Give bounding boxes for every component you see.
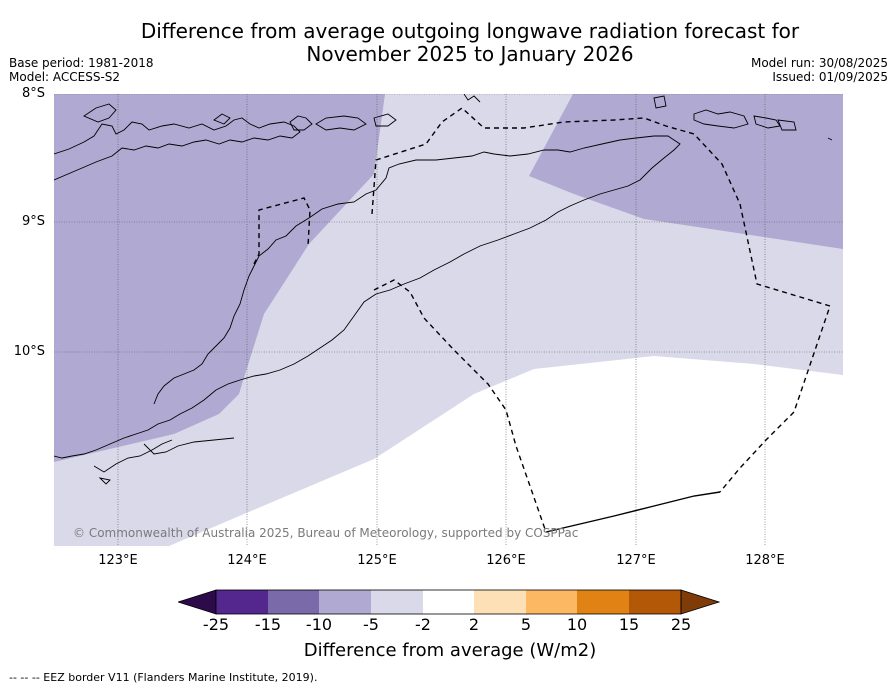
colorbar-segment-8 [577,590,629,614]
meta-right: Model run: 30/08/2025 Issued: 01/09/2025 [751,56,888,84]
lon-label-127e: 127°E [616,553,656,568]
colorbar-label: Difference from average (W/m2) [303,640,597,661]
colorbar-outline [215,589,682,615]
lat-label-9s: 9°S [21,214,45,229]
colorbar-segment-9 [629,590,681,614]
colorbar [178,589,720,615]
colorbar-segment-3 [319,590,371,614]
colorbar-tick: 25 [670,615,692,634]
lon-label-125e: 125°E [357,553,397,568]
base-period: Base period: 1981-2018 [9,56,154,70]
colorbar-segment-2 [268,590,319,614]
colorbar-segment-4 [371,590,423,614]
colorbar-segment-1 [216,590,268,614]
band-medium-right [529,94,843,249]
issued-date: Issued: 01/09/2025 [772,70,888,84]
band-medium-left [54,94,385,462]
copyright-credit: © Commonwealth of Australia 2025, Bureau… [73,526,579,540]
lon-label-126e: 126°E [486,553,526,568]
map-title: Difference from average outgoing longwav… [110,20,830,66]
colorbar-tick: -15 [254,615,282,634]
colorbar-segment-7 [526,590,577,614]
model-run: Model run: 30/08/2025 [750,56,888,70]
eez-border [253,107,831,533]
lon-label-128e: 128°E [745,553,785,568]
model-name: Model: ACCESS-S2 [9,70,121,84]
colorbar-segment-6 [474,590,526,614]
eez-footnote: -- -- -- EEZ border V11 (Flanders Marine… [9,671,318,684]
title-line-1: Difference from average outgoing longwav… [140,19,800,43]
meta-left: Base period: 1981-2018 Model: ACCESS-S2 [9,56,154,84]
map-area [54,94,843,546]
colorbar-tick: 5 [520,615,532,634]
colorbar-tick: 15 [618,615,640,634]
lat-label-8s: 8°S [21,86,45,101]
colorbar-segment-max [680,589,720,615]
lon-label-123e: 123°E [98,553,138,568]
colorbar-segment-min [178,589,217,615]
lat-label-10s: 10°S [13,344,45,359]
colorbar-tick: -10 [305,615,333,634]
lon-label-124e: 124°E [227,553,267,568]
colorbar-segment-5 [423,590,474,614]
colorbar-tick: 10 [566,615,588,634]
colorbar-tick: -25 [202,615,230,634]
coastlines [54,94,833,485]
colorbar-tick: -5 [363,615,379,634]
eez-border-solid [545,491,721,533]
graticule [54,94,843,546]
colorbar-tick: 2 [468,615,480,634]
colorbar-tick: -2 [415,615,431,634]
title-line-2: November 2025 to January 2026 [306,42,634,66]
